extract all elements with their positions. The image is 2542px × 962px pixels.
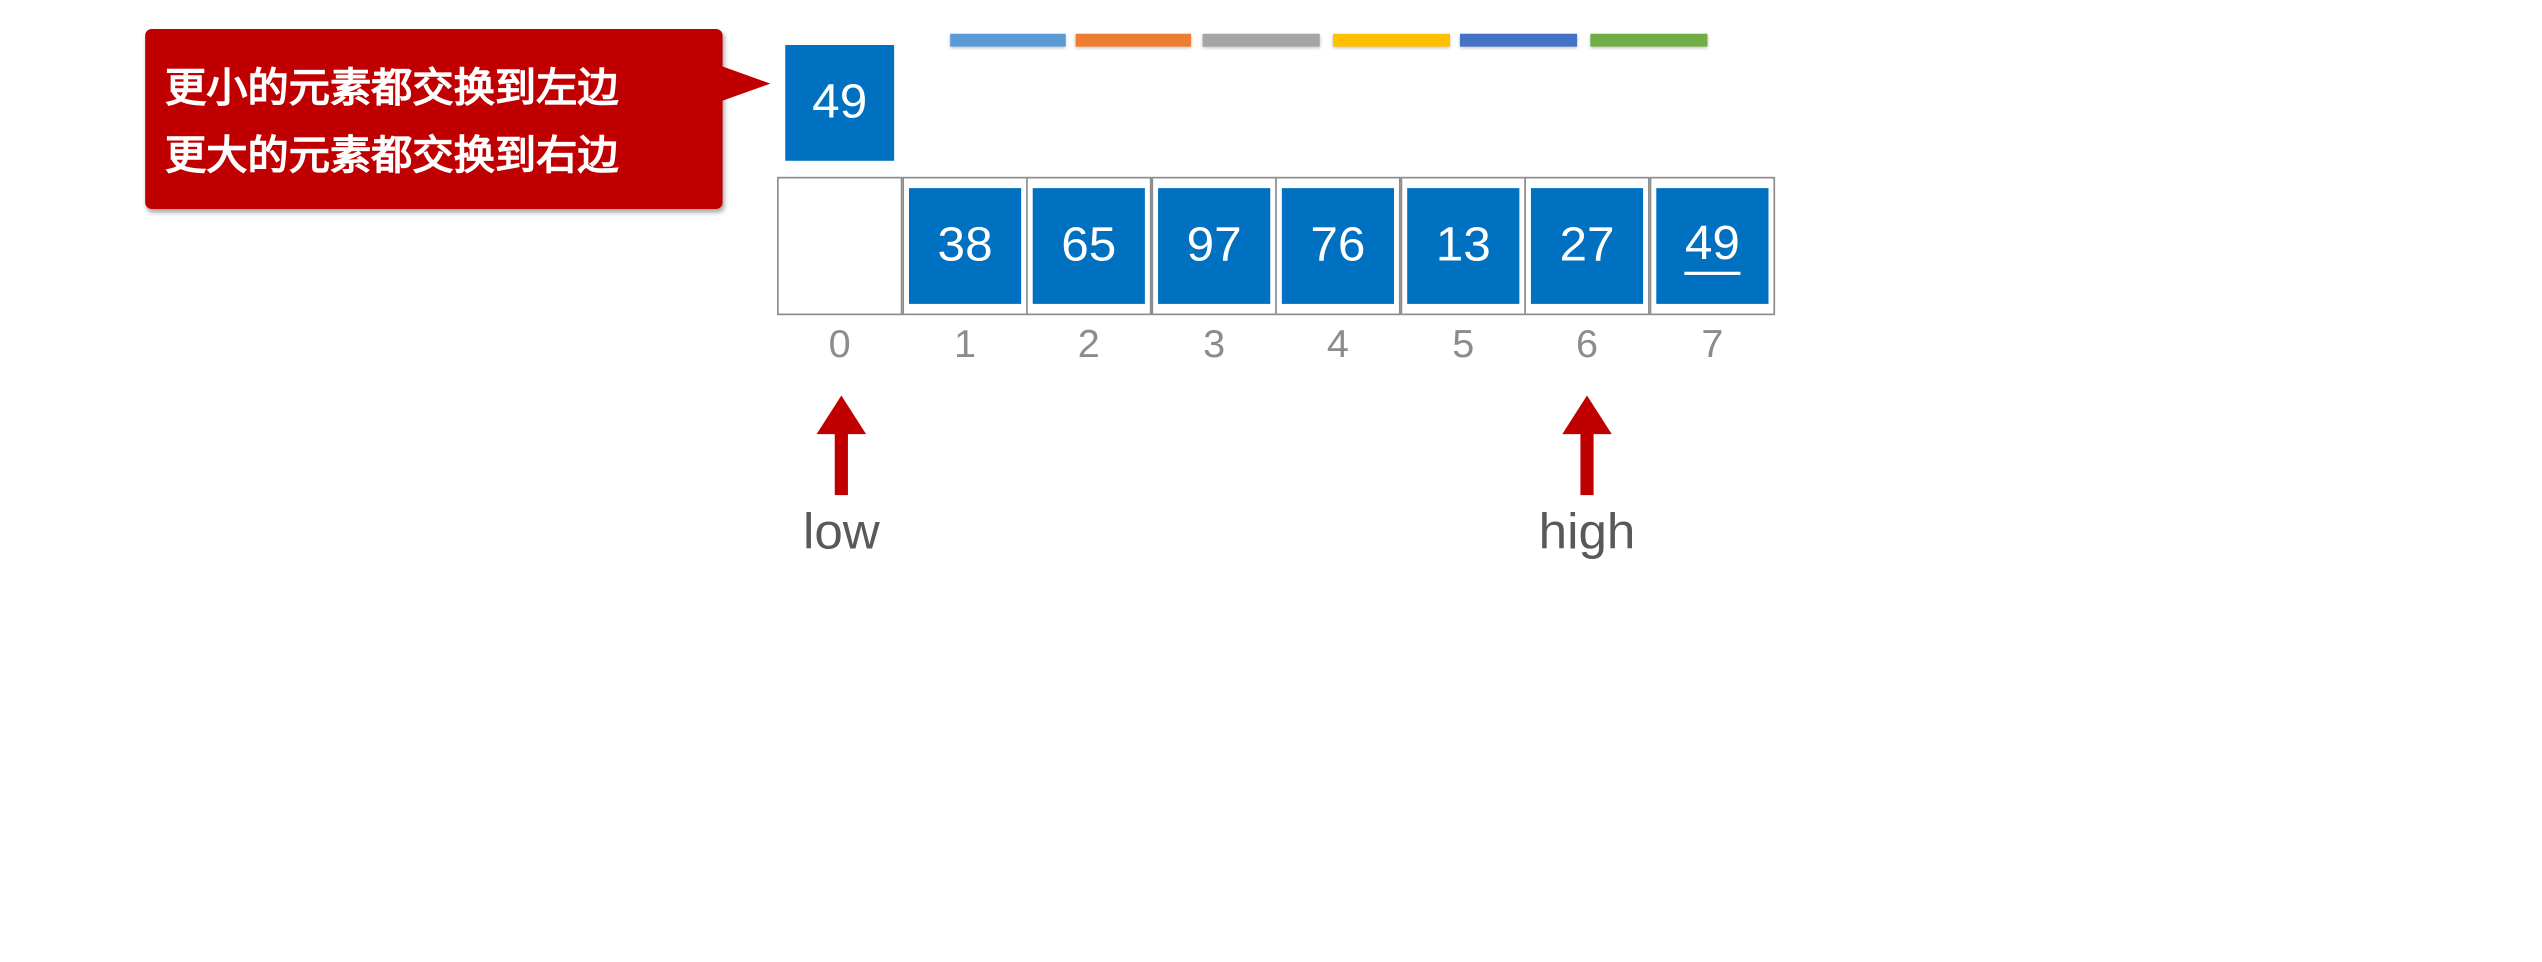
array-cell-fill: 13 bbox=[1407, 188, 1520, 304]
index-label-4: 4 bbox=[1326, 323, 1349, 367]
legend-bar-green bbox=[1590, 33, 1708, 47]
callout-line-1: 更小的元素都交换到左边 bbox=[164, 64, 619, 111]
high-pointer-label: high bbox=[1538, 503, 1636, 560]
array-cell-2: 65 bbox=[1026, 176, 1152, 316]
array-cell-3: 97 bbox=[1151, 176, 1277, 316]
index-label-5: 5 bbox=[1452, 323, 1475, 367]
array-cell-6: 27 bbox=[1524, 176, 1650, 316]
callout-tail bbox=[720, 65, 771, 102]
index-label-2: 2 bbox=[1077, 323, 1100, 367]
array-cell-value: 38 bbox=[937, 218, 993, 272]
callout-box: 更小的元素都交换到左边 更大的元素都交换到右边 bbox=[145, 28, 723, 210]
array-cell-fill: 97 bbox=[1158, 188, 1271, 304]
array-cell-fill: 49 bbox=[1656, 188, 1769, 304]
array-cell-value: 27 bbox=[1559, 218, 1615, 272]
array-cell-5: 13 bbox=[1400, 176, 1526, 316]
index-label-7: 7 bbox=[1701, 323, 1724, 367]
index-label-0: 0 bbox=[828, 323, 851, 367]
index-label-6: 6 bbox=[1575, 323, 1599, 367]
legend-bar-dark-blue bbox=[1459, 33, 1578, 47]
array-cell-value: 13 bbox=[1435, 218, 1491, 272]
array-cell-fill: 76 bbox=[1281, 188, 1394, 304]
index-label-1: 1 bbox=[954, 323, 977, 367]
pivot-value-box: 49 bbox=[785, 45, 895, 161]
pivot-value: 49 bbox=[812, 75, 868, 129]
callout-line-2: 更大的元素都交换到右边 bbox=[164, 131, 619, 179]
array-cell-value: 76 bbox=[1310, 218, 1366, 272]
array-cell-4: 76 bbox=[1275, 176, 1401, 316]
high-pointer-arrow-icon bbox=[1562, 395, 1612, 496]
array-cell-value-underlined: 49 bbox=[1684, 217, 1740, 275]
array-cell-7: 49 bbox=[1649, 176, 1776, 316]
legend-bar-orange bbox=[1075, 33, 1192, 47]
legend-bar-blue bbox=[950, 33, 1066, 47]
array-cell-value: 97 bbox=[1186, 218, 1242, 272]
legend-bar-yellow bbox=[1332, 33, 1451, 47]
array-cell-0 bbox=[777, 176, 903, 316]
array-cell-1: 38 bbox=[902, 176, 1028, 316]
low-pointer-label: low bbox=[802, 503, 880, 560]
array-cell-fill: 65 bbox=[1032, 188, 1145, 304]
low-pointer-arrow-icon bbox=[816, 395, 867, 496]
array-cell-fill: 27 bbox=[1530, 188, 1644, 304]
array-cell-value: 65 bbox=[1061, 218, 1117, 272]
array-cell-fill: 38 bbox=[908, 188, 1022, 304]
legend-bar-gray bbox=[1202, 33, 1320, 47]
index-label-3: 3 bbox=[1203, 323, 1226, 367]
